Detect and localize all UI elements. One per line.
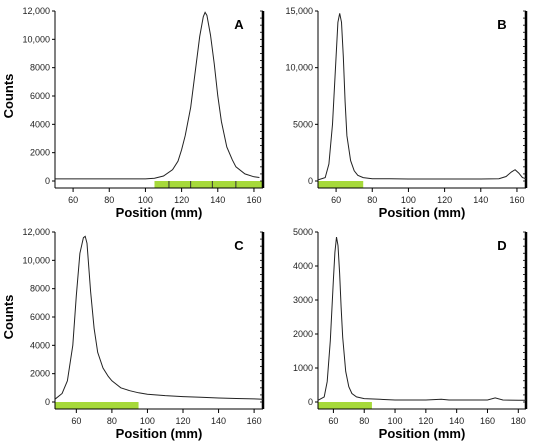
x-axis-title: Position (mm): [379, 205, 466, 220]
series-line: [317, 237, 526, 401]
y-tick-label: 8000: [30, 284, 50, 294]
series-line: [55, 11, 260, 180]
y-tick-label: 0: [45, 176, 50, 186]
y-tick-label: 4000: [293, 261, 313, 271]
x-tick-label: 160: [247, 416, 262, 426]
highlight-band: [318, 181, 364, 188]
highlight-band: [318, 402, 372, 409]
chart-panel-c: 0 2000 4000 6000 8000 10,000 12,000 60 80 100 120 1…: [1, 227, 265, 441]
x-tick-label: 160: [509, 195, 524, 205]
y-tick-label: 5000: [293, 119, 313, 129]
x-tick-label: 120: [418, 416, 433, 426]
x-tick-label: 80: [367, 195, 377, 205]
y-tick-label: 6000: [30, 312, 50, 322]
y-tick-label: 10,000: [22, 255, 50, 265]
y-tick-label: 5000: [293, 227, 313, 237]
x-tick-label: 120: [175, 416, 190, 426]
x-tick-label: 60: [71, 416, 81, 426]
y-tick-label: 0: [308, 397, 313, 407]
panel-letter: C: [234, 238, 244, 253]
x-tick-label: 160: [480, 416, 495, 426]
panel-letter: D: [497, 238, 506, 253]
y-tick-label: 12,000: [22, 227, 50, 237]
y-axis-title: Counts: [1, 295, 16, 340]
x-tick-label: 140: [211, 416, 226, 426]
y-tick-label: 4000: [30, 119, 50, 129]
x-axis-title: Position (mm): [379, 426, 466, 441]
y-tick-label: 2000: [30, 369, 50, 379]
highlight-band: [55, 402, 139, 409]
y-tick-label: 10,000: [22, 34, 50, 44]
x-tick-label: 100: [401, 195, 416, 205]
y-tick-label: 15,000: [285, 6, 313, 16]
x-tick-label: 80: [107, 416, 117, 426]
x-tick-label: 140: [449, 416, 464, 426]
x-tick-label: 80: [359, 416, 369, 426]
x-tick-label: 60: [328, 416, 338, 426]
x-tick-label: 80: [104, 195, 114, 205]
series-line: [54, 235, 264, 400]
y-tick-label: 10,000: [285, 63, 313, 73]
y-tick-label: 3000: [293, 295, 313, 305]
y-tick-label: 12,000: [22, 6, 50, 16]
y-tick-label: 0: [308, 176, 313, 186]
x-tick-label: 60: [331, 195, 341, 205]
x-axis-title: Position (mm): [116, 426, 203, 441]
y-tick-label: 1000: [293, 363, 313, 373]
highlight-band: [154, 181, 263, 188]
y-tick-label: 8000: [30, 63, 50, 73]
x-tick-label: 60: [68, 195, 78, 205]
y-tick-label: 4000: [30, 340, 50, 350]
chart-panel-a: 0 2000 4000 6000 8000 10,000 12,000 60 80 100 120 1…: [1, 6, 265, 220]
x-tick-label: 100: [388, 416, 403, 426]
y-tick-label: 0: [45, 397, 50, 407]
x-axis-title: Position (mm): [116, 205, 203, 220]
chart-panel-d: 0 1000 2000 3000 4000 5000 60 80 100 120 140 160 180…: [293, 227, 528, 441]
series-line: [317, 13, 527, 181]
chart-panel-b: 0 5000 10,000 15,000 60 80 100 120 140 160 B Positi…: [285, 6, 528, 220]
x-tick-label: 120: [437, 195, 452, 205]
x-tick-label: 160: [246, 195, 261, 205]
x-tick-label: 140: [210, 195, 225, 205]
x-tick-label: 180: [511, 416, 526, 426]
y-tick-label: 2000: [30, 148, 50, 158]
panel-letter: A: [234, 17, 244, 32]
y-tick-label: 2000: [293, 329, 313, 339]
x-tick-label: 100: [140, 416, 155, 426]
x-tick-label: 120: [174, 195, 189, 205]
y-tick-label: 6000: [30, 91, 50, 101]
x-tick-label: 100: [138, 195, 153, 205]
x-tick-label: 140: [473, 195, 488, 205]
panel-letter: B: [497, 17, 506, 32]
y-axis-title: Counts: [1, 74, 16, 119]
